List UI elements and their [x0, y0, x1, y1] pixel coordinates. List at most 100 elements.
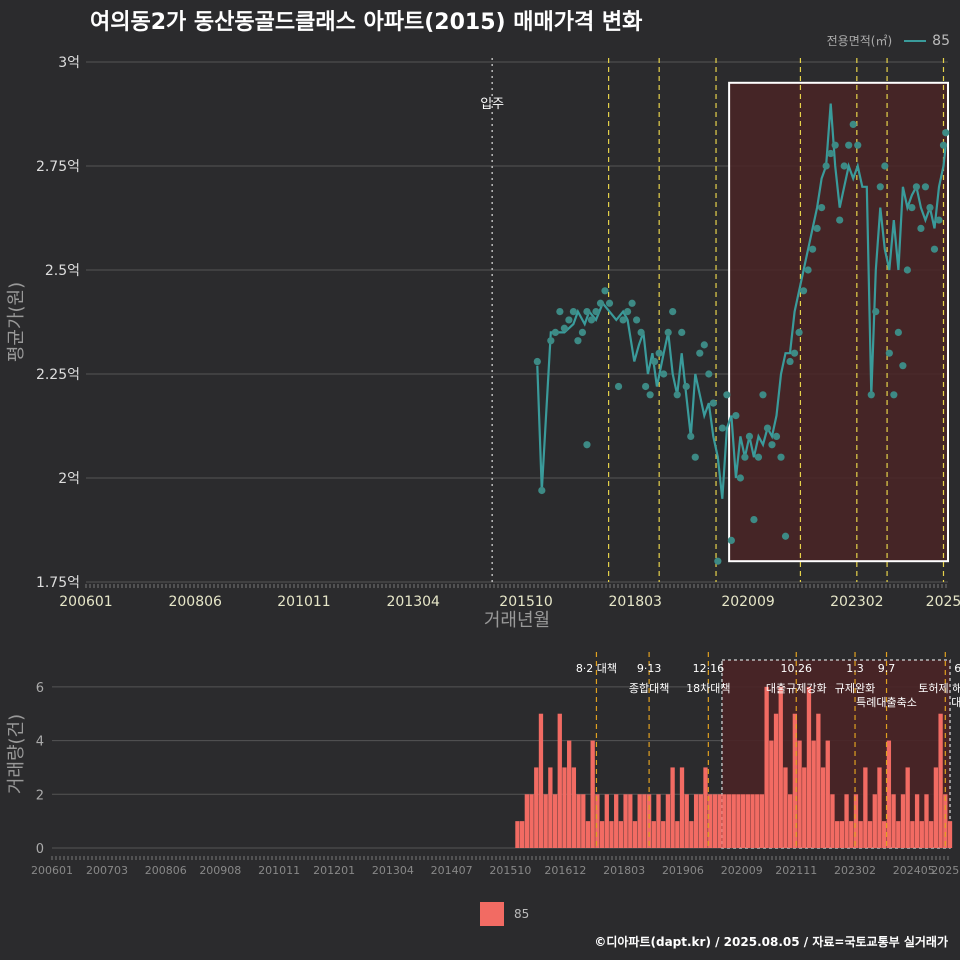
x-tick-label: 201201	[313, 864, 355, 877]
legend-bar-label: 85	[514, 907, 530, 921]
y-tick-label: 2억	[58, 471, 80, 487]
x-tick-label: 200601	[59, 594, 112, 610]
volume-bar	[534, 767, 539, 848]
footer-credit: ©디아파트(dapt.kr) / 2025.08.05 / 자료=국토교통부 실…	[594, 935, 948, 949]
data-point	[942, 129, 950, 137]
volume-bar	[722, 794, 727, 848]
x-tick-label: 202405	[893, 864, 935, 877]
data-point	[727, 536, 735, 545]
volume-bar	[581, 794, 586, 848]
data-point	[854, 141, 862, 149]
volume-bar	[905, 767, 910, 848]
x-tick-label: 201304	[386, 594, 440, 610]
volume-bar	[938, 713, 943, 848]
volume-bar	[877, 767, 882, 848]
data-point	[813, 224, 821, 232]
x-tick-label: 201407	[431, 864, 473, 877]
volume-bar	[736, 794, 741, 848]
volume-bar	[599, 821, 605, 848]
data-point	[772, 432, 781, 440]
data-point	[885, 349, 893, 357]
volume-bar	[609, 821, 614, 848]
volume-bar	[698, 794, 703, 848]
data-point	[655, 349, 663, 357]
policy-date: 9.7	[878, 662, 896, 675]
volume-bar	[520, 821, 525, 848]
volume-bar	[924, 794, 929, 848]
data-point	[759, 391, 767, 399]
x-tick-label: 201510	[499, 594, 552, 610]
data-point	[903, 266, 911, 274]
data-point	[587, 316, 596, 324]
volume-bar	[538, 713, 544, 848]
x-tick-label: 200703	[86, 864, 128, 877]
volume-bar	[604, 794, 609, 848]
x-tick-label: 200806	[168, 594, 222, 610]
x-tick-label: 202009	[721, 864, 763, 877]
volume-bar	[717, 794, 722, 848]
volume-bar	[872, 794, 877, 848]
volume-bar	[515, 821, 520, 848]
data-point	[754, 453, 763, 461]
data-point	[745, 432, 754, 440]
data-point	[601, 287, 609, 295]
data-point	[890, 391, 898, 399]
data-point	[678, 328, 686, 336]
x-tick-label: 201510	[489, 864, 531, 877]
volume-bar	[628, 794, 633, 848]
volume-bar	[929, 821, 934, 848]
volume-bar	[670, 767, 675, 848]
x-tick-label: 200908	[199, 864, 241, 877]
volume-bar	[787, 794, 793, 848]
data-point	[642, 382, 650, 391]
policy-text: 특례대출축소	[856, 696, 917, 709]
data-point	[831, 141, 839, 149]
data-point	[619, 316, 627, 324]
volume-bar	[543, 794, 548, 848]
volume-bar	[849, 821, 854, 848]
x-tick-label: 202009	[721, 594, 774, 610]
volume-bar	[825, 740, 830, 848]
x-tick-label: 201612	[544, 864, 586, 877]
data-point	[718, 424, 726, 432]
policy-text: 18차대책	[686, 682, 730, 695]
data-point	[872, 308, 880, 316]
data-point	[781, 532, 790, 540]
policy-text: 종합대책	[629, 682, 669, 695]
data-point	[790, 349, 799, 357]
volume-bar	[792, 713, 798, 848]
data-point	[551, 328, 559, 336]
volume-bar	[642, 794, 647, 848]
data-point	[935, 216, 943, 224]
data-point	[547, 337, 555, 345]
volume-bar	[576, 794, 581, 848]
data-point	[795, 328, 803, 336]
volume-bar	[731, 794, 736, 848]
volume-bar	[839, 821, 845, 848]
y-tick-label: 4	[36, 735, 44, 750]
volume-bar	[675, 821, 680, 848]
data-point	[867, 391, 875, 399]
data-point	[876, 183, 884, 191]
data-point	[596, 299, 605, 307]
legend-bar-swatch	[480, 902, 504, 926]
x-tick-label: 2025	[926, 594, 960, 610]
x-tick-label: 202302	[834, 864, 876, 877]
data-point	[646, 391, 654, 399]
volume-bar	[896, 821, 901, 848]
volume-bar	[656, 794, 661, 848]
data-point	[714, 557, 722, 565]
volume-bar	[858, 821, 863, 848]
data-point	[669, 308, 677, 316]
volume-bar	[651, 821, 656, 848]
policy-date: 12·16	[693, 662, 725, 675]
volume-bar	[811, 740, 816, 848]
volume-bar	[914, 794, 920, 848]
volume-bar	[726, 794, 732, 848]
data-point	[899, 362, 907, 370]
volume-bar	[820, 767, 826, 848]
data-point	[804, 266, 812, 274]
x-tick-label: 201011	[277, 594, 330, 610]
volume-bar	[623, 794, 628, 848]
